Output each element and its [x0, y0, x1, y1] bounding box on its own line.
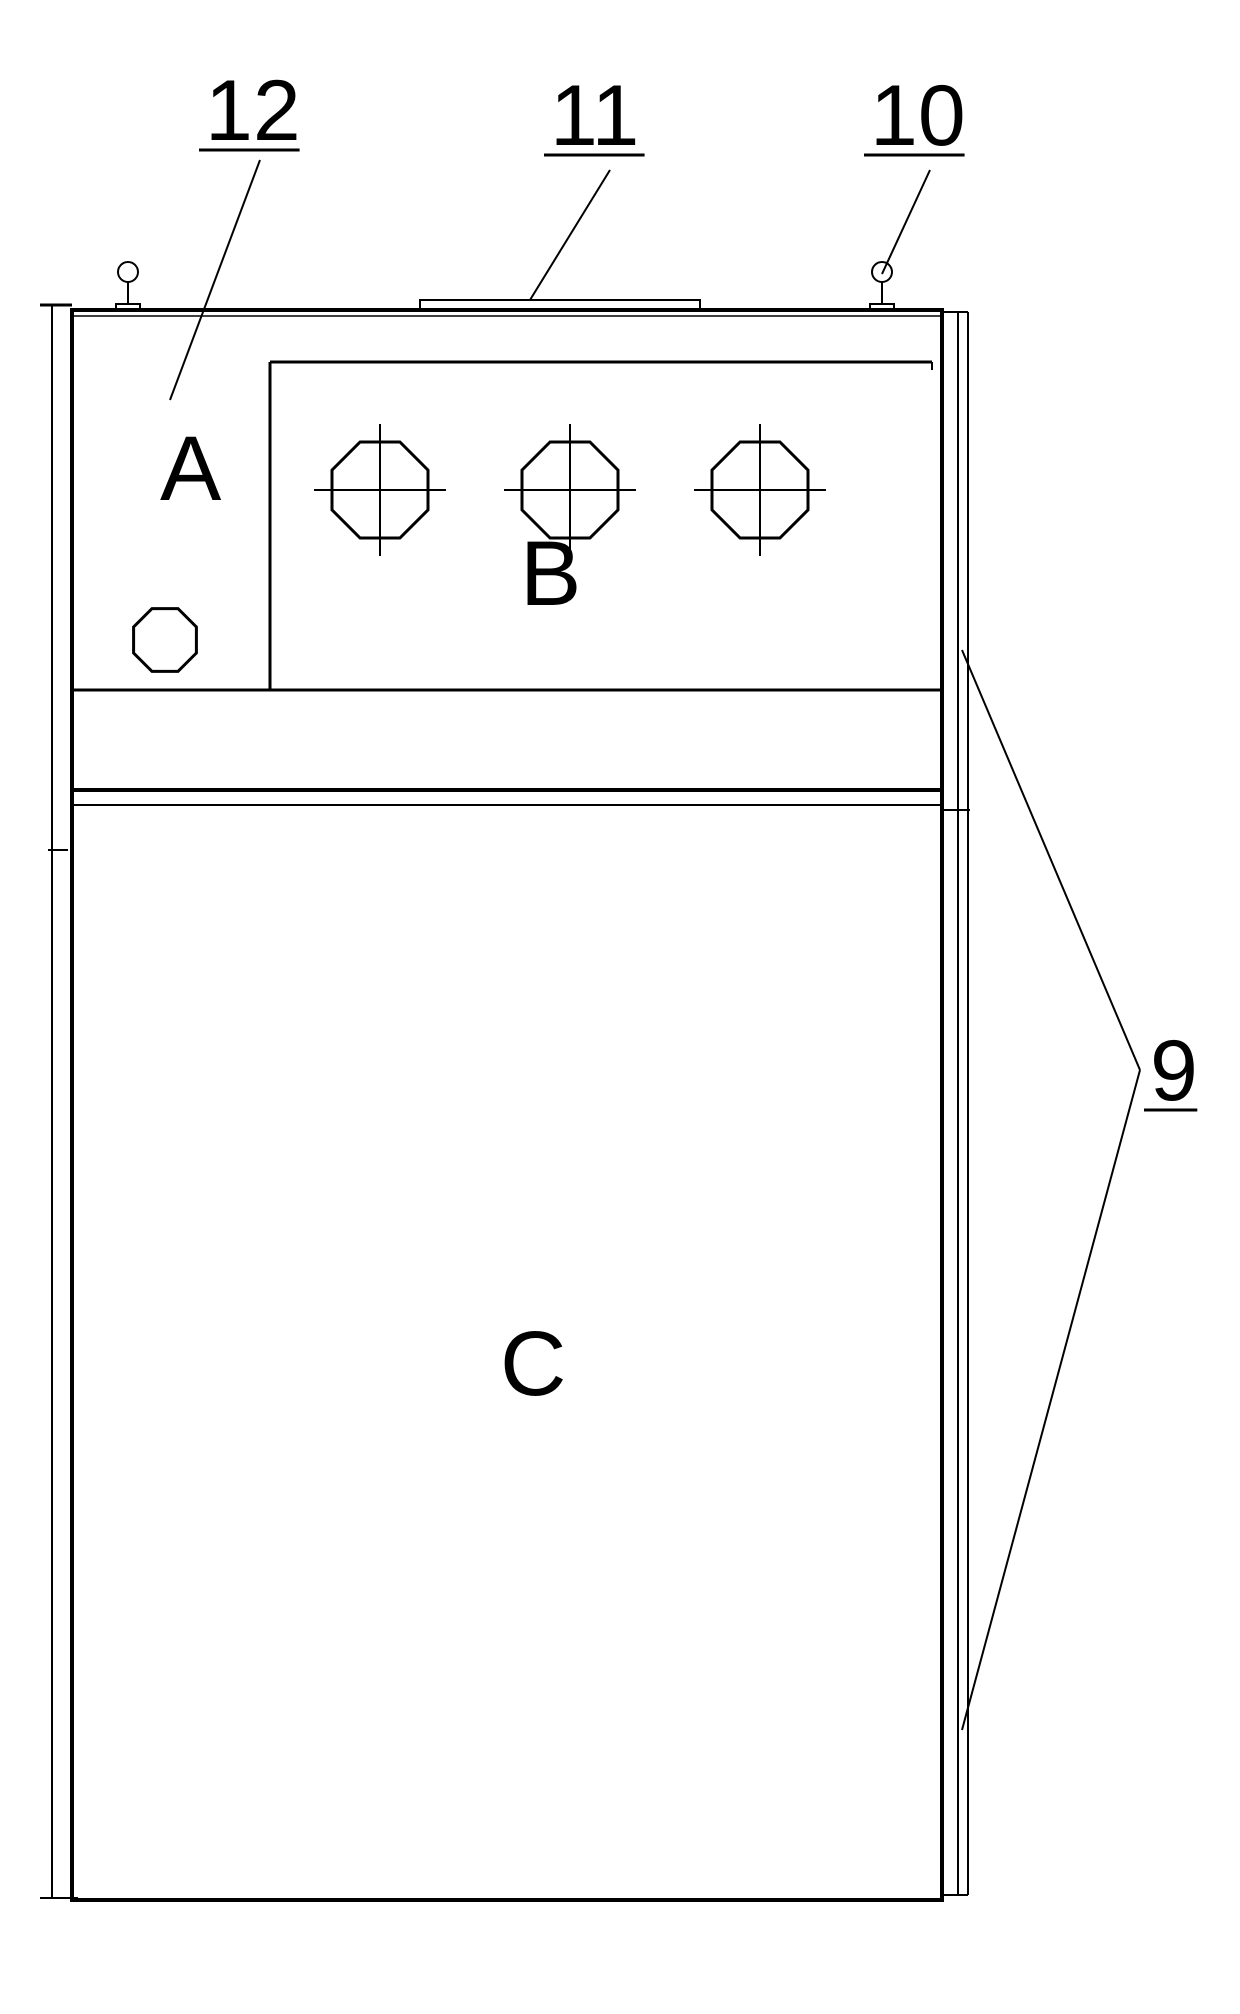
leader-9b: [962, 1070, 1140, 1730]
hook-left-ring: [118, 262, 138, 282]
small-octagon: [134, 609, 197, 672]
callout-11: 11: [550, 68, 639, 164]
region-label-C: C: [500, 1313, 566, 1415]
leader-9a: [962, 650, 1140, 1070]
region-label-A: A: [160, 418, 222, 520]
hook-left-base: [116, 304, 140, 310]
outer-cabinet: [72, 310, 942, 1900]
region-label-B: B: [520, 523, 581, 625]
leader-11: [530, 170, 610, 300]
callout-10: 10: [870, 68, 966, 164]
hook-right-base: [870, 304, 894, 310]
leader-12: [170, 160, 260, 400]
leader-10: [882, 170, 930, 274]
callout-12: 12: [205, 63, 301, 159]
callout-9: 9: [1150, 1023, 1198, 1119]
